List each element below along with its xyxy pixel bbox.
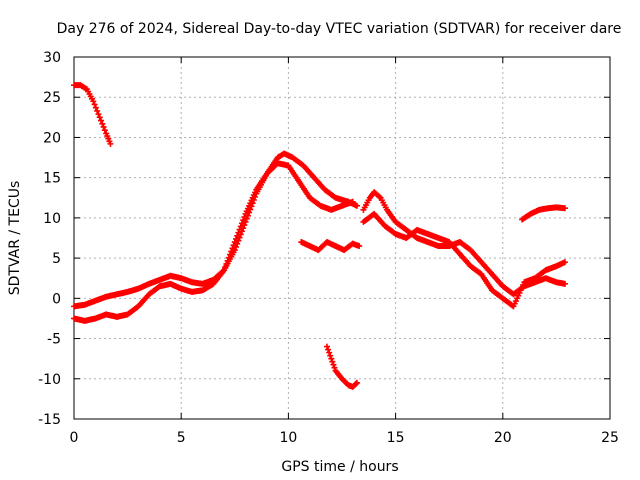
data-point <box>325 346 332 353</box>
data-point <box>232 235 239 242</box>
x-axis-label: GPS time / hours <box>281 459 398 475</box>
data-point <box>98 117 105 124</box>
data-point <box>230 242 237 249</box>
chart-title: Day 276 of 2024, Sidereal Day-to-day VTE… <box>57 21 622 37</box>
data-point <box>327 352 334 359</box>
series-arc-early-high <box>71 82 114 147</box>
y-axis-label: SDTVAR / TECUs <box>7 181 23 296</box>
data-point <box>326 349 333 356</box>
data-point <box>95 111 102 118</box>
series-arc-mid-wave <box>298 239 363 254</box>
x-tick-label: 0 <box>70 430 79 446</box>
data-point <box>96 114 103 121</box>
axis-ticks: 0 5 10 15 20 25 -15 -10 -5 0 5 10 15 20 25 30 <box>38 50 619 446</box>
data-point <box>561 259 568 266</box>
data-point <box>236 226 243 233</box>
data-point <box>100 123 107 130</box>
data-point <box>107 140 114 147</box>
data-point <box>238 220 245 227</box>
y-tick-label: -15 <box>38 412 61 428</box>
data-point <box>229 245 236 252</box>
data-point <box>221 267 228 274</box>
data-point <box>101 127 108 134</box>
plot-frame <box>73 56 611 420</box>
data-point <box>228 248 235 255</box>
data-point <box>234 232 241 239</box>
x-tick-label: 10 <box>279 430 297 446</box>
data-point <box>225 254 232 261</box>
series-arc-negative-dip <box>323 343 361 390</box>
data-point <box>99 120 106 127</box>
data-point <box>94 107 101 114</box>
data-point <box>328 355 335 362</box>
data-point <box>223 260 230 267</box>
data-point <box>356 243 363 250</box>
data-point <box>354 379 361 386</box>
data-point <box>323 343 330 350</box>
data-point <box>235 229 242 236</box>
data-point <box>561 280 568 287</box>
data-point <box>331 364 338 371</box>
grid <box>74 57 610 419</box>
data-point <box>349 198 356 205</box>
data-point <box>329 358 336 365</box>
series-arc-main-upper <box>71 150 361 310</box>
y-tick-label: 30 <box>43 50 61 66</box>
x-tick-label: 15 <box>387 430 405 446</box>
x-tick-label: 20 <box>494 430 512 446</box>
series-arc-main-lower <box>71 160 356 324</box>
data-point <box>354 202 361 209</box>
data-point <box>92 104 99 111</box>
data-point <box>561 205 568 212</box>
x-tick-label: 5 <box>177 430 186 446</box>
y-tick-label: -10 <box>38 372 61 388</box>
y-tick-label: 10 <box>43 211 61 227</box>
x-tick-label: 25 <box>601 430 619 446</box>
data-point <box>330 361 337 368</box>
data-point <box>224 257 231 264</box>
y-tick-label: 0 <box>52 291 61 307</box>
y-tick-label: 5 <box>52 251 61 267</box>
data-point <box>352 380 359 387</box>
data-point <box>237 223 244 230</box>
y-tick-label: 25 <box>43 90 61 106</box>
series-arc-afternoon-2 <box>360 210 568 310</box>
series-arc-late-high <box>519 204 568 223</box>
data-point <box>240 217 247 224</box>
data-point <box>222 264 229 271</box>
data-point <box>231 239 238 246</box>
data-point <box>91 101 98 108</box>
y-tick-label: 20 <box>43 130 61 146</box>
data-point <box>90 98 97 105</box>
y-tick-label: -5 <box>47 332 61 348</box>
data-point <box>227 251 234 258</box>
data-points <box>71 82 568 390</box>
y-tick-label: 15 <box>43 171 61 187</box>
series-arc-afternoon-1 <box>360 189 568 298</box>
data-point <box>241 213 248 220</box>
